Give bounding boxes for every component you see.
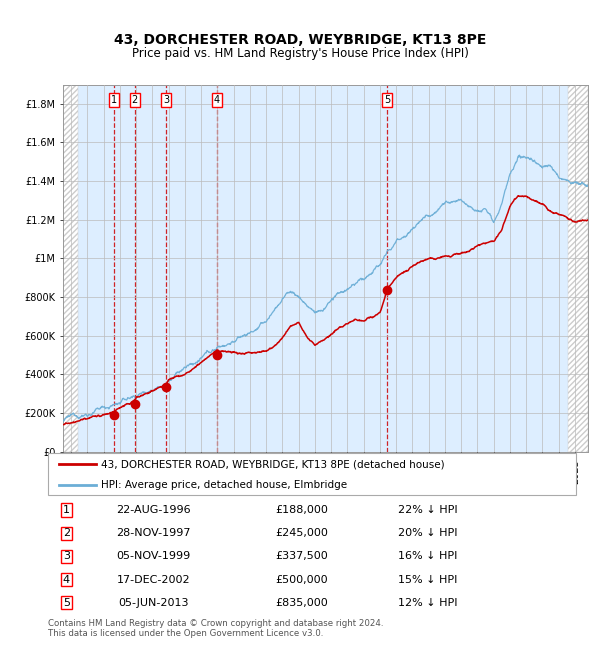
Text: 15% ↓ HPI: 15% ↓ HPI bbox=[398, 575, 458, 584]
Text: £500,000: £500,000 bbox=[275, 575, 328, 584]
Text: 3: 3 bbox=[163, 95, 169, 105]
Text: Contains HM Land Registry data © Crown copyright and database right 2024.
This d: Contains HM Land Registry data © Crown c… bbox=[48, 619, 383, 638]
Text: 20% ↓ HPI: 20% ↓ HPI bbox=[398, 528, 458, 538]
Text: HPI: Average price, detached house, Elmbridge: HPI: Average price, detached house, Elmb… bbox=[101, 480, 347, 489]
Text: Price paid vs. HM Land Registry's House Price Index (HPI): Price paid vs. HM Land Registry's House … bbox=[131, 47, 469, 60]
Text: 43, DORCHESTER ROAD, WEYBRIDGE, KT13 8PE: 43, DORCHESTER ROAD, WEYBRIDGE, KT13 8PE bbox=[114, 33, 486, 47]
Text: 12% ↓ HPI: 12% ↓ HPI bbox=[398, 598, 458, 608]
Text: 2: 2 bbox=[131, 95, 138, 105]
Text: 22% ↓ HPI: 22% ↓ HPI bbox=[398, 505, 458, 515]
Text: 05-JUN-2013: 05-JUN-2013 bbox=[118, 598, 189, 608]
Text: 3: 3 bbox=[63, 551, 70, 562]
Text: 43, DORCHESTER ROAD, WEYBRIDGE, KT13 8PE (detached house): 43, DORCHESTER ROAD, WEYBRIDGE, KT13 8PE… bbox=[101, 460, 445, 469]
Text: 2: 2 bbox=[63, 528, 70, 538]
Bar bbox=[568, 84, 588, 452]
Text: 4: 4 bbox=[214, 95, 220, 105]
Text: 1: 1 bbox=[111, 95, 117, 105]
Text: 1: 1 bbox=[63, 505, 70, 515]
Text: £337,500: £337,500 bbox=[275, 551, 328, 562]
Text: £835,000: £835,000 bbox=[275, 598, 328, 608]
Text: 05-NOV-1999: 05-NOV-1999 bbox=[116, 551, 191, 562]
Text: 28-NOV-1997: 28-NOV-1997 bbox=[116, 528, 191, 538]
FancyBboxPatch shape bbox=[48, 453, 576, 495]
Text: 5: 5 bbox=[384, 95, 390, 105]
Text: 17-DEC-2002: 17-DEC-2002 bbox=[117, 575, 190, 584]
Text: £245,000: £245,000 bbox=[275, 528, 328, 538]
Text: 4: 4 bbox=[63, 575, 70, 584]
Text: 16% ↓ HPI: 16% ↓ HPI bbox=[398, 551, 458, 562]
Text: 22-AUG-1996: 22-AUG-1996 bbox=[116, 505, 191, 515]
Bar bbox=[63, 84, 78, 452]
Text: £188,000: £188,000 bbox=[275, 505, 328, 515]
Text: 5: 5 bbox=[63, 598, 70, 608]
